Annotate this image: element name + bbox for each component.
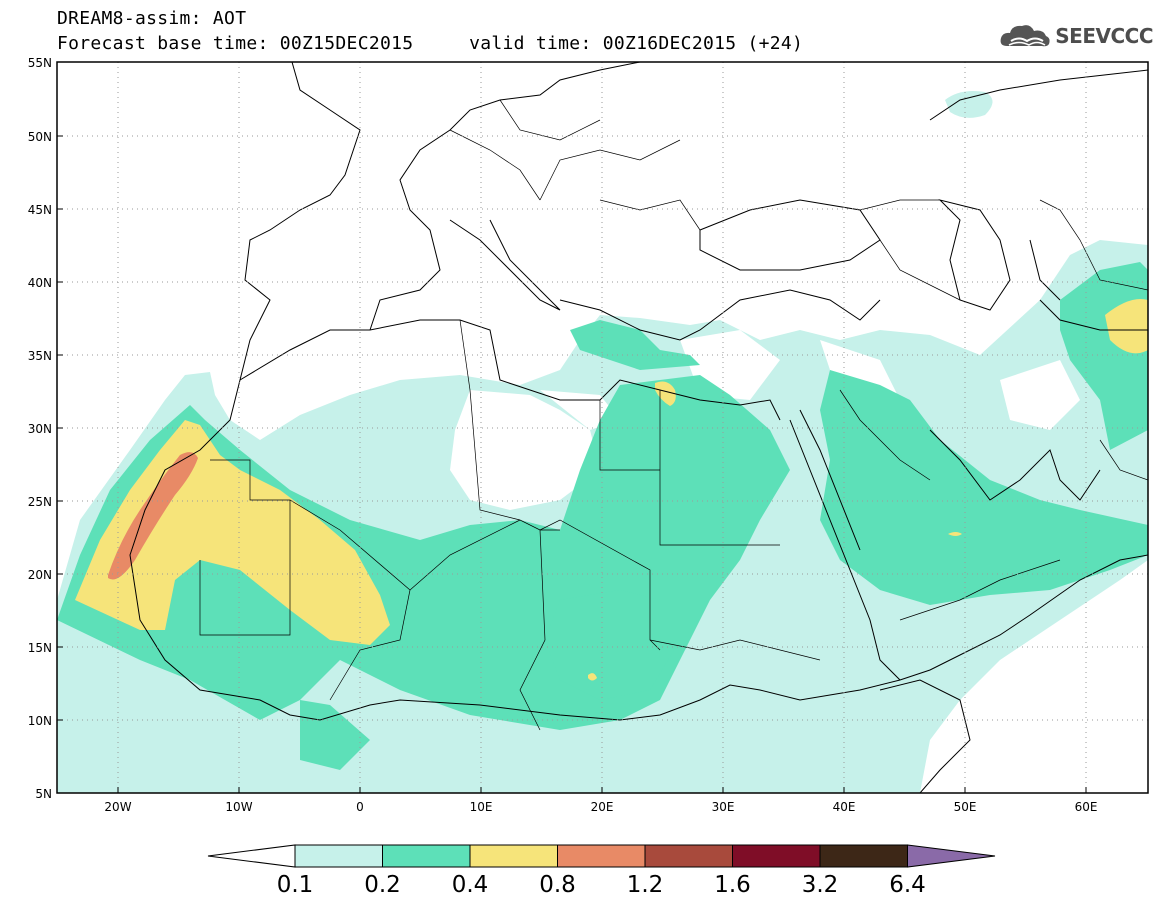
lon-tick-labels: 20W 10W 0 10E 20E 30E 40E 50E 60E — [104, 800, 1097, 814]
aot-level-0.8 — [108, 452, 198, 580]
colorbar-swatch — [644, 844, 733, 868]
lon-label: 20E — [591, 800, 614, 814]
colorbar-swatch — [294, 844, 383, 868]
valid-time: valid time: 00Z16DEC2015 (+24) — [469, 33, 804, 54]
colorbar-swatch — [819, 844, 908, 868]
lon-label: 60E — [1075, 800, 1098, 814]
lat-label: 15N — [28, 641, 52, 655]
map-subtitle: Forecast base time: 00Z15DEC2015 valid t… — [57, 33, 803, 54]
seevccc-logo: SEEVCCC — [999, 22, 1153, 50]
colorbar-swatch — [557, 844, 646, 868]
colorbar-label: 6.4 — [889, 872, 926, 898]
colorbar-label: 0.1 — [276, 872, 314, 898]
colorbar-swatch — [732, 844, 821, 868]
cloud-icon — [1000, 25, 1050, 47]
lon-label: 20W — [104, 800, 131, 814]
lon-label: 30E — [712, 800, 735, 814]
country-borders — [199, 99, 1148, 731]
colorbar-label: 1.6 — [714, 872, 751, 898]
colorbar-swatch — [469, 844, 558, 868]
lon-tick-marks — [117, 787, 1087, 793]
coastlines — [129, 62, 1148, 793]
lat-label: 40N — [28, 276, 52, 290]
lon-label: 10W — [225, 800, 252, 814]
lat-tick-marks — [57, 61, 63, 794]
lon-label: 10E — [470, 800, 493, 814]
colorbar-label: 0.4 — [451, 872, 489, 898]
colorbar — [207, 844, 996, 868]
colorbar-arrow-low — [207, 844, 296, 868]
colorbar-label: 0.8 — [539, 872, 576, 898]
lon-label: 50E — [954, 800, 977, 814]
lat-label: 35N — [28, 349, 52, 363]
logo-text: SEEVCCC — [1055, 24, 1153, 48]
lat-tick-labels: 55N 50N 45N 40N 35N 30N 25N 20N 15N 10N … — [28, 56, 52, 801]
aot-level-0.4 — [75, 299, 1148, 681]
lon-label: 0 — [356, 800, 364, 814]
forecast-base-time: Forecast base time: 00Z15DEC2015 — [57, 33, 414, 54]
lat-label: 5N — [35, 787, 52, 801]
lat-label: 10N — [28, 714, 52, 728]
lat-label: 45N — [28, 203, 52, 217]
map-title: DREAM8-assim: AOT — [57, 8, 247, 29]
colorbar-label: 0.2 — [364, 872, 401, 898]
lat-label: 55N — [28, 56, 52, 70]
lat-label: 20N — [28, 568, 52, 582]
colorbar-label: 1.2 — [626, 872, 664, 898]
lat-label: 50N — [28, 130, 52, 144]
colorbar-swatch — [382, 844, 471, 868]
lat-label: 30N — [28, 422, 52, 436]
aot-shading — [57, 91, 1148, 793]
lon-label: 40E — [833, 800, 856, 814]
colorbar-label: 3.2 — [801, 872, 839, 898]
aot-level-0.2 — [57, 262, 1148, 770]
graticule — [57, 62, 1148, 793]
lat-label: 25N — [28, 495, 52, 509]
colorbar-arrow-high — [907, 844, 996, 868]
